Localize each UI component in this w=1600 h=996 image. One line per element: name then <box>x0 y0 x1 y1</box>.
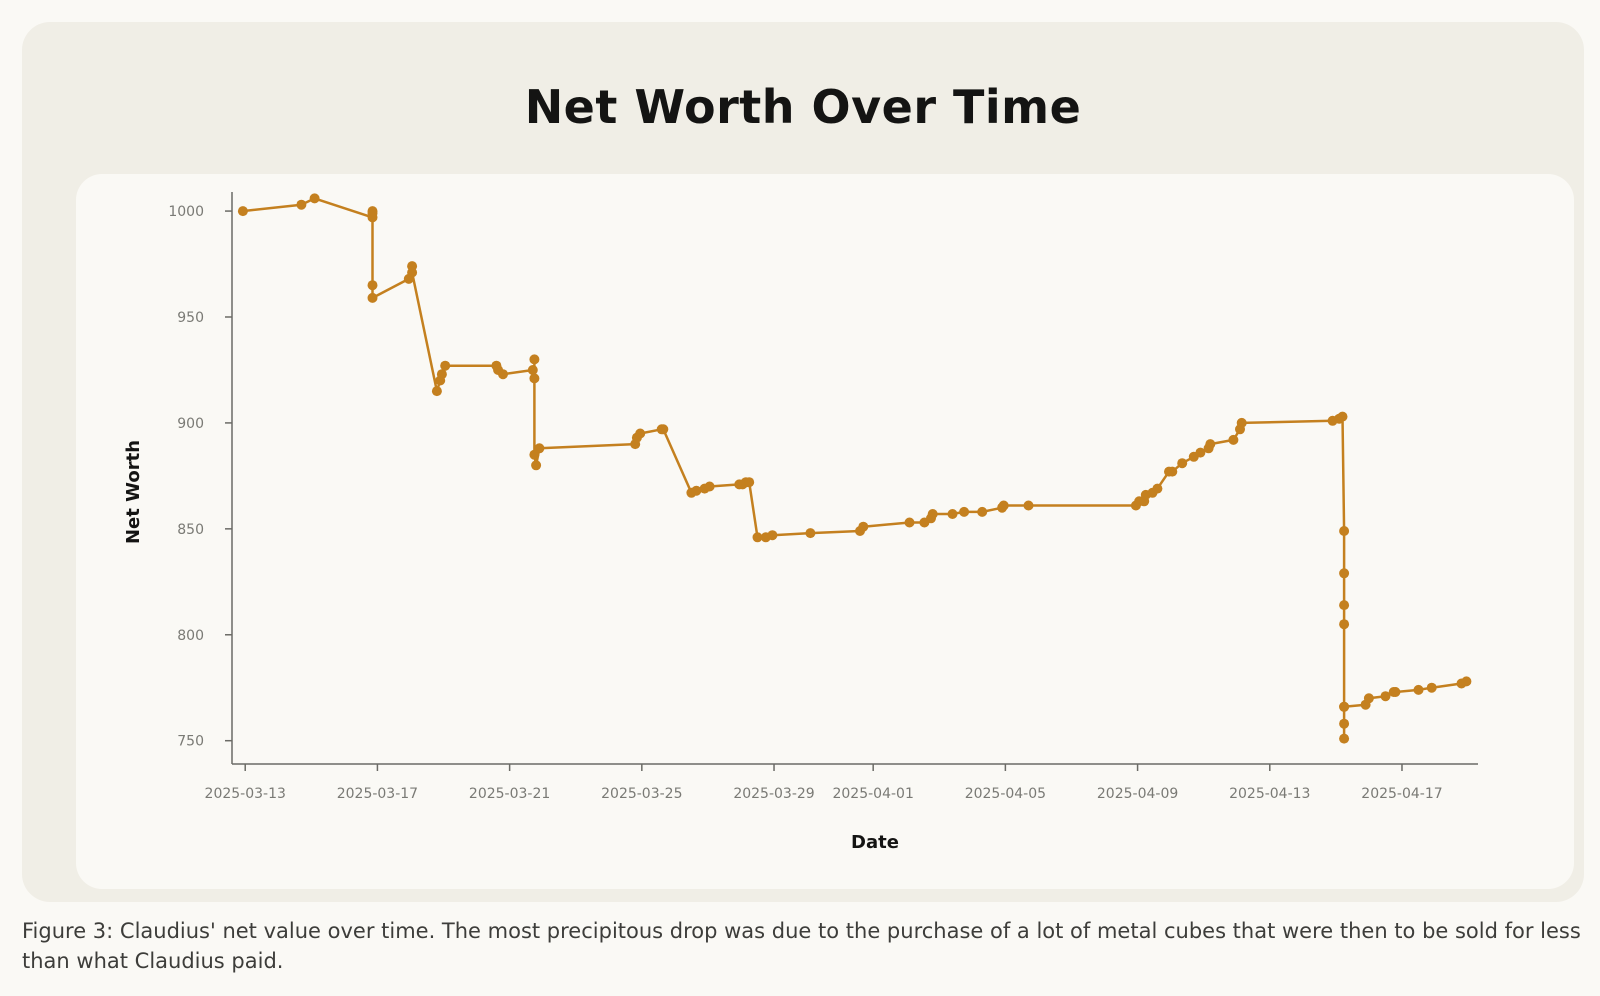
data-point <box>658 424 669 435</box>
figure-card: Net Worth Over Time 750 800 850 900 950 1000 2… <box>22 22 1584 902</box>
x-tick-label: 2025-03-25 <box>601 786 682 802</box>
x-tick-label: 2025-03-29 <box>733 786 814 802</box>
data-point <box>959 506 970 517</box>
y-tick-label: 800 <box>177 628 204 644</box>
data-point <box>1339 619 1350 630</box>
x-tick-label: 2025-04-01 <box>832 786 913 802</box>
data-point <box>635 428 646 439</box>
data-point <box>529 354 540 365</box>
y-axis-title: Net Worth <box>123 440 144 544</box>
data-point <box>1426 682 1437 693</box>
data-point <box>1339 701 1350 712</box>
data-point <box>998 500 1009 511</box>
data-point <box>805 528 816 539</box>
x-tick-label: 2025-03-21 <box>469 786 550 802</box>
x-tick-label: 2025-04-09 <box>1097 786 1178 802</box>
y-tick-label: 750 <box>177 734 204 750</box>
data-point <box>367 292 378 303</box>
data-point <box>1363 693 1374 704</box>
data-point <box>977 506 988 517</box>
chart-title: Net Worth Over Time <box>524 80 1082 134</box>
data-point <box>237 206 248 217</box>
data-point <box>927 509 938 519</box>
data-point <box>309 193 320 204</box>
x-axis-title: Date <box>851 832 899 853</box>
data-point <box>531 460 542 471</box>
data-point <box>858 521 869 532</box>
x-tick-label: 2025-03-17 <box>337 786 418 802</box>
data-point <box>1413 684 1424 695</box>
data-point <box>1339 568 1350 579</box>
data-point <box>1390 687 1401 697</box>
data-point <box>1380 691 1391 702</box>
data-point <box>1205 439 1216 450</box>
x-tick-label: 2025-04-17 <box>1361 786 1442 802</box>
data-point <box>1339 718 1350 729</box>
data-point <box>367 280 378 291</box>
data-point <box>1339 526 1350 536</box>
data-point <box>296 199 307 210</box>
data-point <box>527 365 538 375</box>
data-point <box>1461 676 1472 687</box>
data-point <box>1023 500 1034 511</box>
data-point <box>498 369 508 380</box>
y-tick-label: 850 <box>177 522 204 538</box>
data-point <box>407 267 418 278</box>
y-tick-label: 1000 <box>168 204 204 220</box>
figure-caption: Figure 3: Claudius' net value over time.… <box>22 919 1581 973</box>
data-point <box>1339 600 1350 611</box>
data-point <box>752 532 763 543</box>
x-tick-label: 2025-03-13 <box>205 786 286 802</box>
data-point <box>440 360 451 371</box>
data-point <box>691 485 702 496</box>
data-point <box>1167 466 1178 477</box>
data-point <box>1152 483 1163 494</box>
data-point <box>431 386 442 397</box>
data-point <box>1337 411 1348 422</box>
series-line <box>241 197 1468 740</box>
y-tick-label: 950 <box>177 310 204 326</box>
data-point <box>767 530 778 541</box>
data-point <box>1195 447 1206 458</box>
x-tick-label: 2025-04-05 <box>965 786 1046 802</box>
y-tick-label: 900 <box>177 416 204 432</box>
data-point <box>1236 417 1247 428</box>
data-point <box>704 481 715 492</box>
data-point <box>1339 733 1350 744</box>
data-point <box>947 509 958 519</box>
data-point <box>529 373 540 384</box>
net-worth-chart: 750 800 850 900 950 1000 2025-03-13 2025-03-17 2… <box>123 192 1478 853</box>
data-point <box>1228 434 1239 445</box>
data-point <box>436 369 447 380</box>
data-point <box>367 208 378 219</box>
data-point <box>1177 458 1188 469</box>
data-point <box>744 477 755 488</box>
plot-panel: 750 800 850 900 950 1000 2025-03-13 2025-03-17 2… <box>76 174 1574 889</box>
data-point <box>534 443 545 454</box>
data-point <box>904 517 915 528</box>
x-tick-label: 2025-04-13 <box>1229 786 1310 802</box>
